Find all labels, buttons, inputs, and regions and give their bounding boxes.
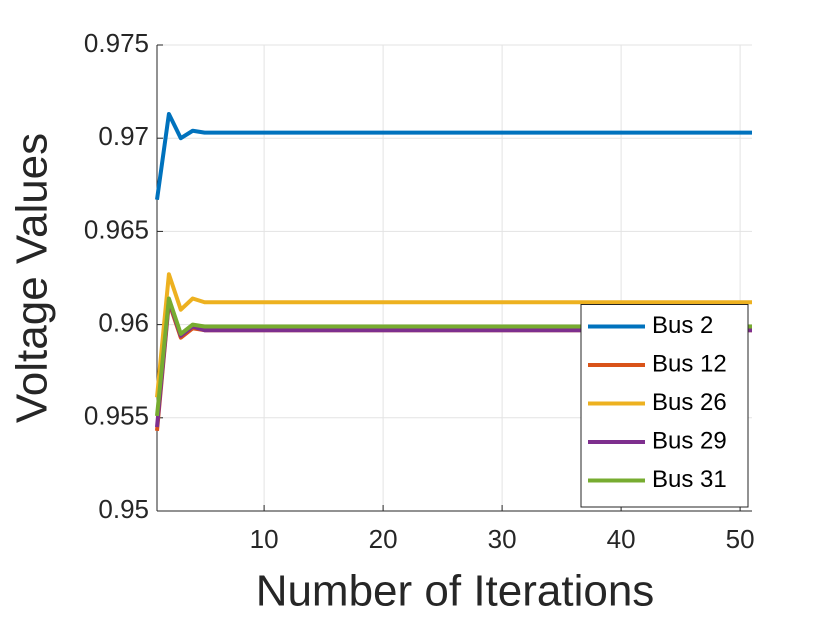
x-tick-label: 30 (488, 524, 517, 554)
legend-label: Bus 26 (652, 389, 727, 416)
legend-label: Bus 29 (652, 427, 727, 454)
y-tick-label: 0.96 (98, 307, 149, 337)
legend-label: Bus 12 (652, 350, 727, 377)
legend-box (580, 304, 749, 508)
x-tick-label: 20 (369, 524, 398, 554)
y-tick-label: 0.955 (84, 401, 149, 431)
y-tick-label: 0.975 (84, 28, 149, 58)
legend-label: Bus 2 (652, 312, 713, 339)
y-axis-title: Voltage Values (8, 133, 57, 423)
legend-label: Bus 31 (652, 466, 727, 493)
y-tick-label: 0.965 (84, 214, 149, 244)
y-tick-label: 0.97 (98, 121, 149, 151)
y-tick-label: 0.95 (98, 494, 149, 524)
series-line (155, 111, 752, 200)
x-tick-label: 40 (607, 524, 636, 554)
x-tick-label: 10 (250, 524, 279, 554)
x-axis-title: Number of Iterations (256, 567, 655, 616)
x-tick-label: 50 (726, 524, 755, 554)
series-line (155, 272, 752, 398)
